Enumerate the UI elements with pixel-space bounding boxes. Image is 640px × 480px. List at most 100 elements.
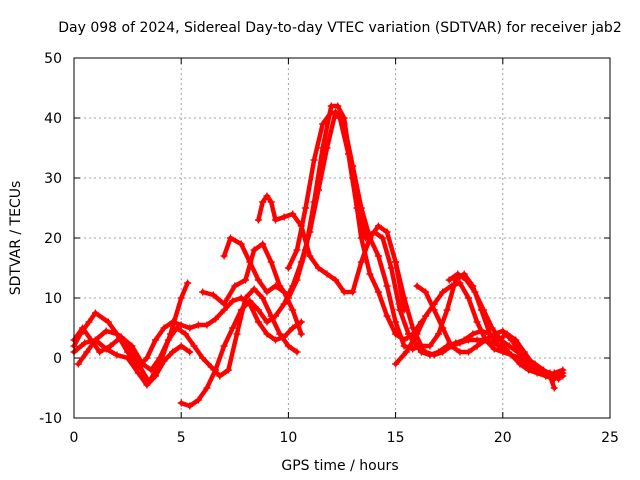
data-point <box>456 348 464 356</box>
data-point <box>186 402 194 410</box>
x-tick-label: 25 <box>601 430 619 446</box>
data-point <box>462 276 470 284</box>
data-point <box>404 330 412 338</box>
data-point <box>194 321 202 329</box>
data-point <box>383 312 391 320</box>
data-point <box>203 384 211 392</box>
data-point <box>464 348 472 356</box>
data-point <box>242 294 250 302</box>
data-point <box>229 297 237 305</box>
data-point <box>319 144 327 152</box>
data-point <box>199 354 207 362</box>
data-point <box>413 330 421 338</box>
data-point <box>334 102 342 110</box>
data-point <box>272 336 280 344</box>
data-point <box>254 306 262 314</box>
series-sat-1 <box>70 294 305 371</box>
data-point <box>267 198 275 206</box>
data-point <box>289 210 297 218</box>
data-point <box>340 288 348 296</box>
x-tick-label: 5 <box>177 430 186 446</box>
data-point <box>212 315 220 323</box>
tick-labels: 0 5 10 15 20 25 -10 0 10 20 30 40 50 <box>39 51 619 446</box>
data-point <box>409 336 417 344</box>
data-point <box>263 288 271 296</box>
data-point <box>439 288 447 296</box>
data-point <box>550 384 558 392</box>
data-point <box>482 336 490 344</box>
y-tick-label: 30 <box>44 171 62 187</box>
chart-title: Day 098 of 2024, Sidereal Day-to-day VTE… <box>58 20 621 36</box>
data-point <box>344 150 352 158</box>
data-point <box>224 366 232 374</box>
series-line <box>71 286 300 379</box>
data-point <box>113 330 121 338</box>
data-point <box>276 330 284 338</box>
data-point <box>400 336 408 344</box>
data-point <box>263 192 271 200</box>
data-point <box>464 294 472 302</box>
data-point <box>289 306 297 314</box>
data-point <box>319 120 327 128</box>
y-tick-label: 0 <box>53 351 62 367</box>
data-point <box>177 321 185 329</box>
data-point <box>246 258 254 266</box>
y-tick-label: 50 <box>44 51 62 67</box>
data-point <box>293 276 301 284</box>
data-point <box>439 324 447 332</box>
data-point <box>297 330 305 338</box>
series-sat-6 <box>199 102 425 344</box>
data-point <box>79 324 87 332</box>
data-point <box>323 270 331 278</box>
data-point <box>400 342 408 350</box>
data-point <box>227 234 235 242</box>
data-point <box>194 396 202 404</box>
data-point <box>514 348 522 356</box>
data-point <box>212 366 220 374</box>
series-sat-10 <box>392 258 567 380</box>
data-point <box>452 339 460 347</box>
data-point <box>336 114 344 122</box>
data-point <box>497 336 505 344</box>
data-point <box>177 399 185 407</box>
data-point <box>488 324 496 332</box>
data-point <box>555 375 563 383</box>
series-sat-15 <box>546 372 558 392</box>
data-point <box>402 348 410 356</box>
data-point <box>434 330 442 338</box>
data-point <box>220 300 228 308</box>
data-point <box>540 366 548 374</box>
data-point <box>246 297 254 305</box>
data-point <box>454 270 462 278</box>
data-point <box>259 294 267 302</box>
data-point <box>522 354 530 362</box>
data-point <box>254 276 262 284</box>
data-point <box>143 381 151 389</box>
data-point <box>280 300 288 308</box>
data-point <box>353 204 361 212</box>
data-point <box>426 351 434 359</box>
data-point <box>507 351 515 359</box>
data-point <box>314 264 322 272</box>
y-tick-label: 10 <box>44 291 62 307</box>
data-point <box>96 348 104 356</box>
data-point <box>134 360 142 368</box>
series-sat-7 <box>220 234 305 338</box>
data-point <box>229 324 237 332</box>
data-point <box>181 330 189 338</box>
data-point <box>209 291 217 299</box>
data-point <box>477 327 485 335</box>
data-point <box>374 288 382 296</box>
data-point <box>362 234 370 242</box>
data-point <box>445 276 453 284</box>
data-point <box>280 288 288 296</box>
data-point <box>383 228 391 236</box>
data-point <box>422 288 430 296</box>
data-point <box>272 312 280 320</box>
data-point <box>447 342 455 350</box>
data-point <box>203 321 211 329</box>
data-point <box>310 156 318 164</box>
data-point <box>366 270 374 278</box>
data-point <box>505 342 513 350</box>
data-point <box>124 354 132 362</box>
